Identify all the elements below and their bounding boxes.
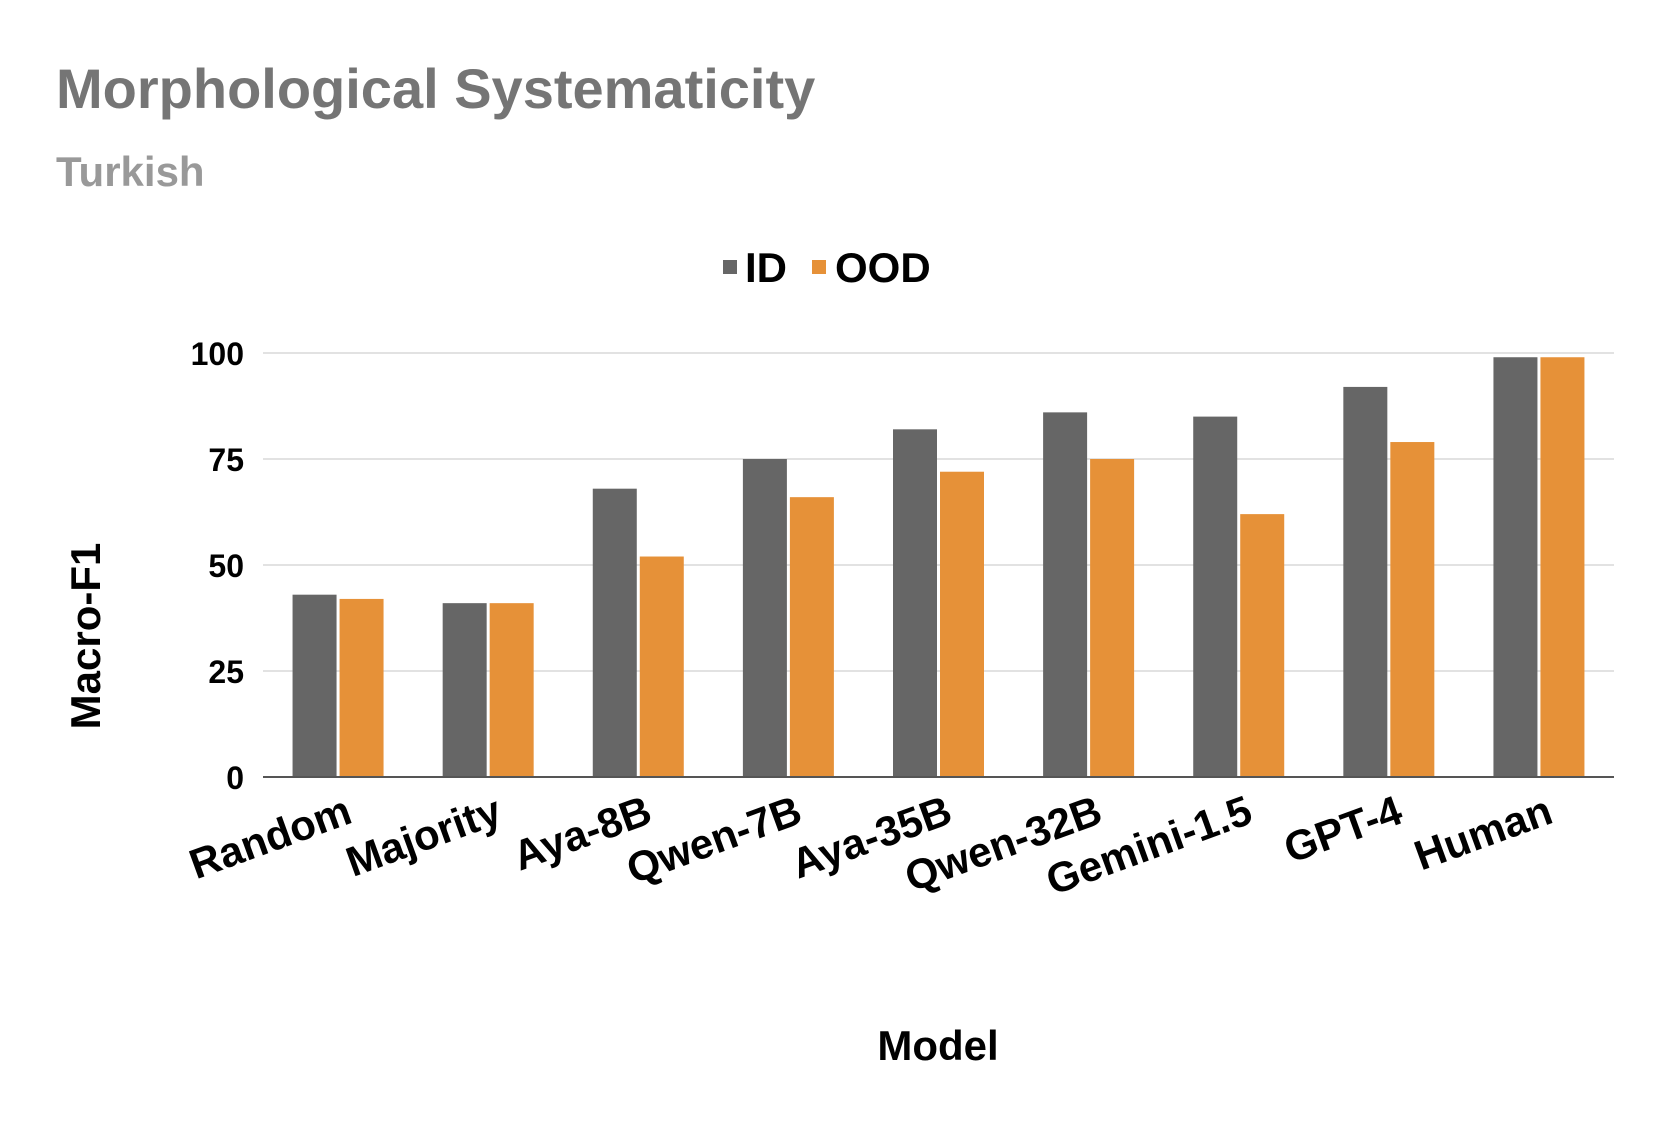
bar-ood-qwen-32b: [1090, 459, 1135, 777]
bar-ood-random: [339, 598, 384, 777]
bar-id-qwen-7b: [742, 459, 787, 777]
gridlines: [263, 352, 1614, 672]
legend-swatch-ood: [812, 260, 826, 274]
y-tick-label: 100: [191, 336, 244, 372]
y-axis-ticks: 0 25 50 75 100: [191, 336, 244, 796]
chart-subtitle: Turkish: [56, 148, 205, 195]
bar-ood-gemini-1.5: [1240, 514, 1285, 777]
bar-id-gemini-1.5: [1193, 416, 1238, 777]
legend-swatch-id: [723, 260, 737, 274]
y-tick-label: 25: [208, 654, 244, 690]
y-tick-label: 50: [208, 548, 244, 584]
x-tick-label: Random: [183, 786, 357, 888]
bar-id-aya-8b: [592, 488, 637, 777]
bar-ood-human: [1540, 357, 1585, 777]
bar-id-aya-35b: [893, 429, 937, 777]
bar-id-random: [292, 594, 337, 777]
y-tick-label: 0: [226, 760, 244, 796]
bar-ood-gpt-4: [1390, 442, 1435, 777]
bar-ood-majority: [489, 603, 534, 777]
bar-id-gpt-4: [1343, 386, 1388, 777]
bar-id-human: [1493, 357, 1538, 777]
bar-id-majority: [442, 603, 487, 777]
y-tick-label: 75: [208, 442, 244, 478]
legend: ID OOD: [723, 244, 931, 291]
x-tick-label: GPT-4: [1278, 786, 1409, 872]
legend-label-id: ID: [745, 244, 787, 291]
chart-title: Morphological Systematicity: [56, 57, 816, 120]
bar-ood-qwen-7b: [789, 497, 834, 777]
bar-ood-aya-35b: [940, 471, 984, 777]
x-tick-label: Human: [1408, 786, 1558, 879]
bar-id-qwen-32b: [1043, 412, 1088, 777]
x-tick-label: Majority: [340, 786, 508, 885]
bars: [292, 357, 1585, 777]
bar-ood-aya-8b: [639, 556, 684, 777]
legend-label-ood: OOD: [835, 244, 931, 291]
y-axis-label: Macro-F1: [62, 543, 109, 730]
x-axis-label: Model: [877, 1022, 998, 1069]
x-tick-label: Qwen-7B: [620, 786, 807, 892]
